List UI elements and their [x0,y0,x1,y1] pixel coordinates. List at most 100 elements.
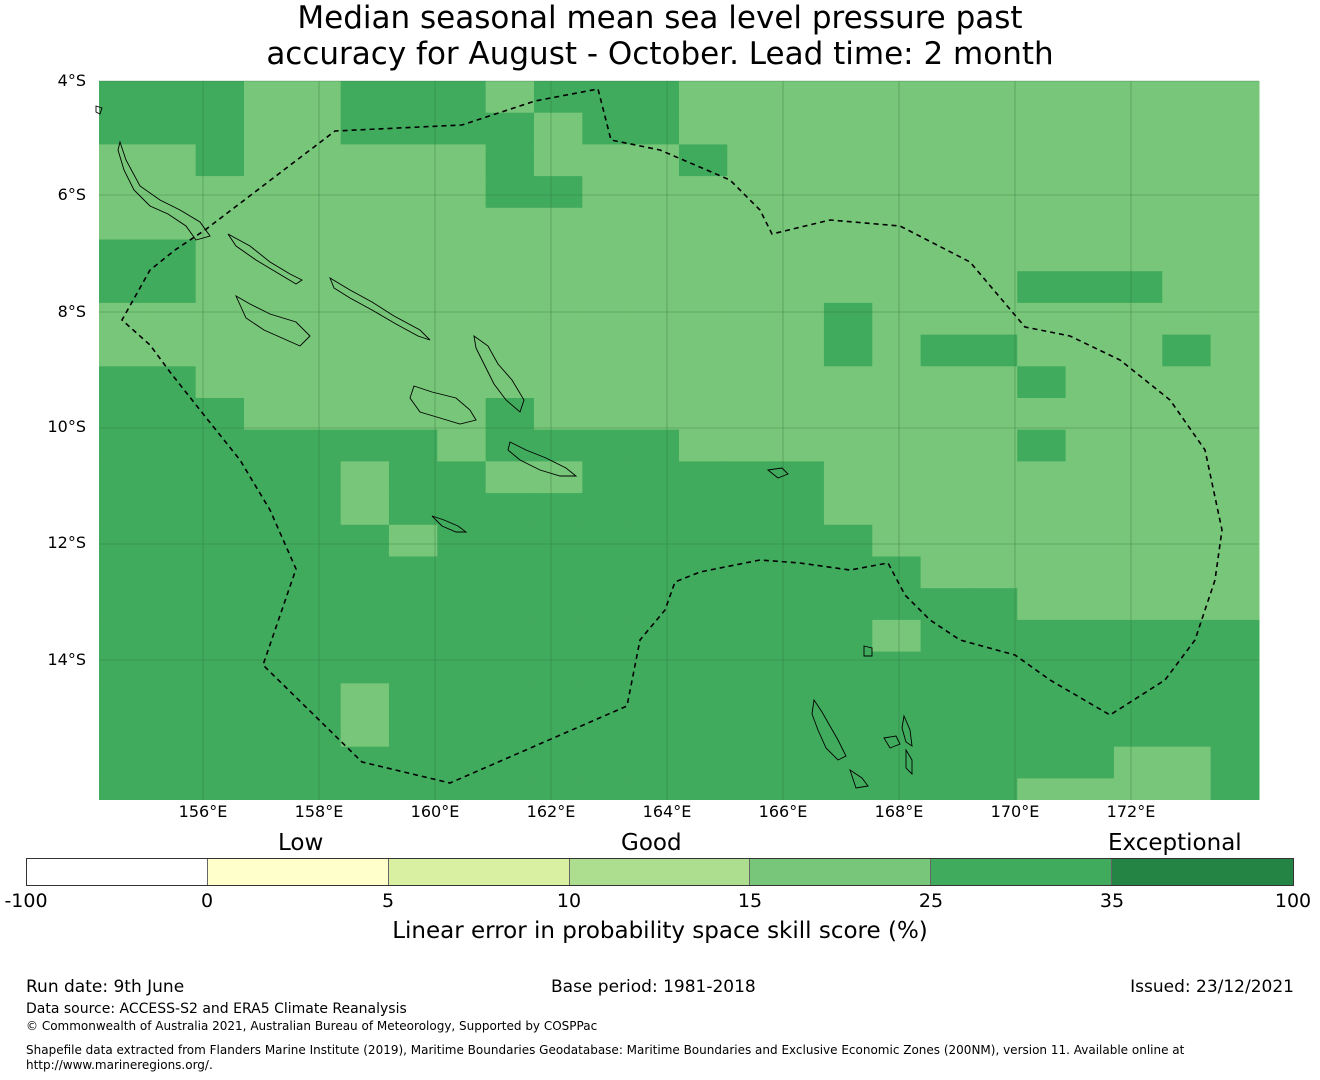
grid-cell [1210,176,1260,209]
grid-cell [243,429,293,462]
malekula-island [883,735,901,749]
grid-cell [485,144,535,177]
grid-cell [775,715,825,748]
grid-cell [485,239,535,272]
grid-cell [437,746,487,779]
grid-cell [1017,81,1067,114]
data-source: Data source: ACCESS-S2 and ERA5 Climate … [26,1001,407,1017]
grid-cell [678,715,728,748]
grid-cell [1210,429,1260,462]
grid-cell [968,207,1018,241]
grid-cell [775,619,825,653]
grid-cell [195,366,245,399]
grid-cell [1065,746,1115,779]
grid-cell [195,619,245,653]
grid-cell [533,619,583,653]
colorbar-tick: 0 [200,890,214,912]
grid-cell [292,271,342,304]
grid-cell [582,778,632,800]
grid-cell [1113,302,1163,336]
grid-cell [1210,334,1260,367]
grid-cell [968,715,1018,748]
grid-cell [243,715,293,748]
grid-cell [775,207,825,241]
grid-cell [292,715,342,748]
grid-cell [1113,746,1163,779]
grid-cell [1210,239,1260,272]
grid-cell [485,556,535,589]
grid-cell [582,112,632,145]
grid-cell [195,746,245,779]
grid-cell [243,524,293,558]
grid-cell [437,144,487,177]
grid-cell [823,302,873,336]
grid-cell [340,207,390,241]
grid-cell [872,334,922,367]
grid-cell [99,176,148,209]
grid-cell [1065,778,1115,800]
grid-cell [1162,176,1212,209]
grid-cell [630,683,680,716]
grid-cell [582,398,632,431]
grid-cell [630,302,680,336]
grid-cell [823,398,873,431]
grid-cell [823,112,873,145]
grid-cell [533,176,583,209]
grid-cell [1017,619,1067,653]
grid-cell [99,366,148,399]
grid-cell [388,683,438,716]
grid-cell [388,493,438,526]
grid-cell [968,683,1018,716]
grid-cell [727,619,777,653]
grid-cell [1065,207,1115,241]
grid-cell [630,334,680,367]
maewo-island [901,714,913,747]
grid-cell [437,493,487,526]
grid-cell [533,398,583,431]
grid-cell [99,81,148,114]
grid-cell [437,334,487,367]
grid-cell [872,302,922,336]
grid-cell [678,778,728,800]
grid-cell [582,493,632,526]
lat-label-12s: 12°S [47,533,86,552]
grid-cell [147,683,197,716]
grid-cell [1065,461,1115,494]
grid-cell [147,144,197,177]
grid-cell [147,746,197,779]
grid-cell [340,461,390,494]
grid-cell [582,651,632,684]
grid-cell [485,493,535,526]
grid-cell [243,683,293,716]
grid-cell [727,81,777,114]
colorbar-tick: 10 [556,890,582,912]
grid-cell [775,112,825,145]
grid-cell [678,112,728,145]
grid-cell [727,493,777,526]
grid-cell [1162,461,1212,494]
grid-cell [485,398,535,431]
grid-cell [1065,651,1115,684]
grid-cell [1017,524,1067,558]
grid-cell [195,588,245,621]
grid-cell [630,778,680,800]
grid-cell [292,302,342,336]
grid-cell [630,366,680,399]
efate-island [849,768,869,789]
grid-cell [1065,239,1115,272]
grid-cell [485,366,535,399]
grid-cell [533,778,583,800]
grid-cell [485,429,535,462]
nukumanu-island [95,105,103,115]
grid-cell [775,778,825,800]
grid-cell [1017,556,1067,589]
grid-cell [1113,271,1163,304]
grid-cell [920,207,970,241]
grid-cell [1017,144,1067,177]
grid-cell [485,524,535,558]
grid-cell [727,334,777,367]
grid-cell [727,588,777,621]
lat-label-6s: 6°S [57,185,86,204]
grid-cell [340,429,390,462]
lat-label-10s: 10°S [47,417,86,436]
